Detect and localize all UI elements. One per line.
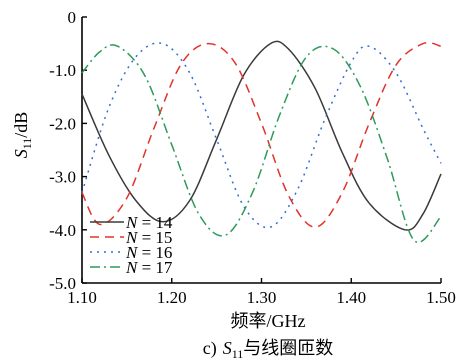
series-line-n17 [81, 44, 442, 244]
x-tick-label: 1.40 [336, 288, 366, 307]
y-tick-label: 0 [68, 8, 77, 27]
y-tick-label: -5.0 [49, 274, 76, 293]
x-tick-label: 1.50 [426, 288, 456, 307]
series-line-n14 [81, 40, 442, 231]
plot-area: 0-1.0-2.0-3.0-4.0-5.0 1.10 1.20 1.30 1.40 1.… [49, 8, 456, 307]
series-group [81, 40, 442, 244]
x-axis-ticks: 1.10 1.20 1.30 1.40 1.50 [67, 278, 456, 307]
legend: N = 14N = 15N = 16N = 17 [90, 213, 173, 277]
legend-label: N = 15 [125, 228, 172, 247]
figure-caption: c) S11与线圈匝数 [203, 338, 334, 361]
x-tick-label: 1.10 [67, 288, 97, 307]
x-tick-label: 1.30 [247, 288, 277, 307]
y-axis-ticks: 0 -1.0 -2.0 -3.0 -4.0 -5.0 [49, 8, 87, 293]
legend-label: N = 14 [125, 213, 173, 232]
legend-label: N = 16 [125, 243, 172, 262]
legend-label: N = 17 [125, 258, 173, 277]
series-line-n16 [81, 42, 442, 229]
y-tick-label: -2.0 [49, 114, 76, 133]
y-axis-title: S11/dB [11, 112, 34, 159]
y-tick-label: -4.0 [49, 221, 76, 240]
x-axis-title: 频率/GHz [231, 311, 306, 331]
y-tick-label: -3.0 [49, 168, 76, 187]
y-tick-label: -1.0 [49, 61, 76, 80]
x-tick-label: 1.20 [157, 288, 187, 307]
